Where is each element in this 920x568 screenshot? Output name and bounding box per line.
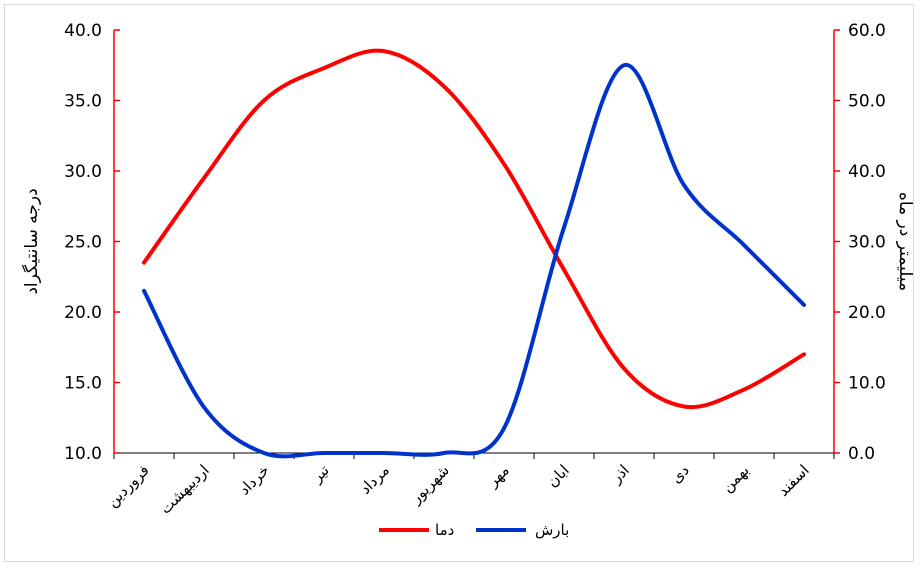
legend-label-1: دما bbox=[435, 521, 454, 539]
y-right-tick-label: 50.0 bbox=[848, 92, 886, 112]
x-tick-label: مهر bbox=[483, 461, 513, 491]
y-left-tick-label: 40.0 bbox=[64, 21, 102, 41]
y-right-axis-title: میلیمتر در ماه bbox=[895, 192, 913, 291]
x-tick-label: اسفند bbox=[774, 461, 813, 500]
series-layer bbox=[142, 48, 806, 459]
x-tick-label: خرداد bbox=[235, 461, 273, 499]
x-tick-label: اذر bbox=[607, 461, 633, 487]
y-left-tick-label: 15.0 bbox=[64, 374, 102, 394]
series-line-1 bbox=[142, 48, 806, 410]
y-left-tick-label: 20.0 bbox=[64, 303, 102, 323]
legend: دما بارش bbox=[379, 521, 569, 539]
x-tick-label: دی bbox=[667, 461, 693, 487]
x-tick-label: فروردین bbox=[103, 461, 153, 511]
legend-label-2: بارش bbox=[535, 521, 569, 539]
line-chart: 10.0 15.0 20.0 25.0 30.0 35.0 40.0 0.0 10.0 20.0 3… bbox=[21, 21, 915, 539]
y-right-tick-label: 20.0 bbox=[848, 303, 886, 323]
y-right-tick-label: 60.0 bbox=[848, 21, 886, 41]
x-tick-label: ابان bbox=[543, 461, 573, 491]
y-right-tick-label: 30.0 bbox=[848, 233, 886, 253]
x-tick-label: شهریور bbox=[406, 461, 453, 508]
y-left-tick-label: 30.0 bbox=[64, 162, 102, 182]
y-right-tick-label: 0.0 bbox=[848, 444, 875, 464]
x-tick-label: اردیبهشت bbox=[156, 461, 212, 517]
y-right-tick-label: 40.0 bbox=[848, 162, 886, 182]
x-tick-label: تیر bbox=[307, 461, 332, 486]
tick-labels-layer: 10.0 15.0 20.0 25.0 30.0 35.0 40.0 0.0 10.0 20.0 3… bbox=[21, 21, 915, 518]
y-left-axis-title: درجه سانتیگراد bbox=[21, 188, 42, 294]
chart-frame: 10.0 15.0 20.0 25.0 30.0 35.0 40.0 0.0 10.0 20.0 3… bbox=[4, 4, 915, 562]
x-tick-label: مرداد bbox=[356, 461, 393, 498]
x-tick-label: بهمن bbox=[718, 461, 753, 496]
y-right-tick-label: 10.0 bbox=[848, 374, 886, 394]
y-left-tick-label: 10.0 bbox=[64, 444, 102, 464]
y-left-tick-label: 35.0 bbox=[64, 92, 102, 112]
y-left-tick-label: 25.0 bbox=[64, 233, 102, 253]
